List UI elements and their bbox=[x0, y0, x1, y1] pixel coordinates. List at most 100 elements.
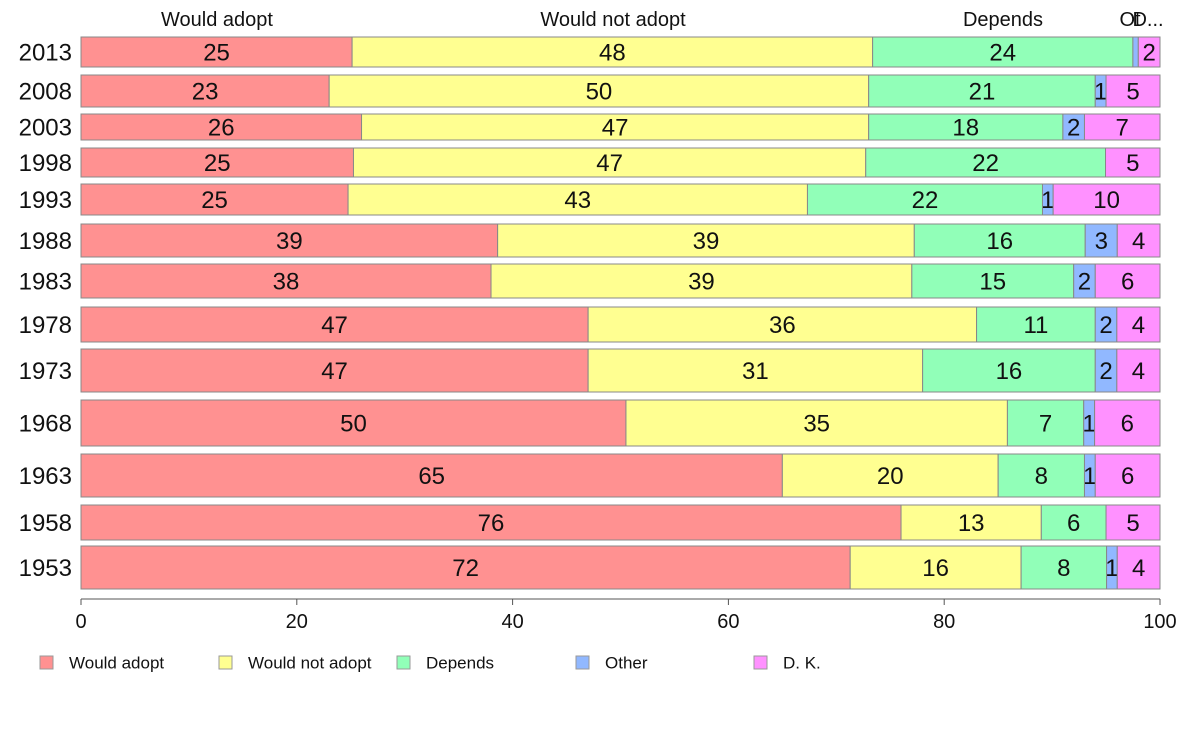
legend: Would adopt Would not adopt Depends Other D.… bbox=[39, 654, 821, 673]
x-tick-label-80: 80 bbox=[933, 611, 955, 633]
data-label-other-1993: 1 bbox=[1041, 187, 1054, 214]
bar-would-adopt-2003 bbox=[80, 113, 363, 141]
data-label-depends-2013: 24 bbox=[989, 40, 1016, 67]
legend-item-depends: Depends bbox=[396, 654, 494, 673]
data-label-would-not-adopt-1968: 35 bbox=[803, 411, 830, 438]
data-label-other-1968: 1 bbox=[1082, 411, 1095, 438]
bar-would-not-adopt-2008 bbox=[328, 74, 870, 108]
bar-depends-1978 bbox=[976, 306, 1096, 343]
data-label-would-adopt-1983: 38 bbox=[273, 269, 300, 296]
category-label-1983: 1983 bbox=[19, 269, 72, 296]
bar-d-k-1993 bbox=[1052, 183, 1161, 216]
category-label-1998: 1998 bbox=[19, 150, 72, 177]
data-label-would-adopt-1963: 65 bbox=[418, 463, 445, 490]
data-label-depends-1978: 11 bbox=[1023, 312, 1048, 339]
bar-d-k-2013 bbox=[1137, 36, 1161, 68]
bar-would-not-adopt-2013 bbox=[351, 36, 874, 68]
data-label-would-adopt-2008: 23 bbox=[192, 79, 219, 106]
bar-depends-2003 bbox=[868, 113, 1064, 141]
data-label-depends-1993: 22 bbox=[912, 187, 939, 214]
x-tick-label-20: 20 bbox=[286, 611, 308, 633]
data-label-other-1978: 2 bbox=[1099, 312, 1112, 339]
bar-d-k-1978 bbox=[1116, 306, 1161, 343]
data-label-other-1973: 2 bbox=[1099, 358, 1112, 385]
bar-would-not-adopt-1953 bbox=[849, 545, 1022, 590]
data-label-would-not-adopt-1958: 13 bbox=[958, 510, 985, 537]
legend-label-d-k: D. K. bbox=[783, 654, 821, 673]
bar-depends-1993 bbox=[806, 183, 1043, 216]
bar-d-k-1988 bbox=[1116, 223, 1161, 258]
bar-would-not-adopt-1983 bbox=[490, 263, 913, 299]
category-label-2013: 2013 bbox=[19, 40, 72, 67]
category-label-2003: 2003 bbox=[19, 115, 72, 142]
column-header-4: Ot bbox=[1119, 9, 1141, 31]
data-label-would-not-adopt-2013: 48 bbox=[599, 40, 626, 67]
bar-would-not-adopt-1988 bbox=[497, 223, 915, 258]
data-label-would-adopt-2013: 25 bbox=[203, 40, 230, 67]
data-label-would-adopt-1953: 72 bbox=[452, 555, 479, 582]
data-label-depends-1963: 8 bbox=[1035, 463, 1048, 490]
data-label-would-adopt-1958: 76 bbox=[478, 510, 505, 537]
data-label-depends-1988: 16 bbox=[986, 228, 1013, 255]
data-label-would-not-adopt-1973: 31 bbox=[742, 358, 769, 385]
data-label-would-adopt-1998: 25 bbox=[204, 150, 231, 177]
data-label-depends-1968: 7 bbox=[1039, 411, 1052, 438]
data-label-d-k-1983: 6 bbox=[1121, 269, 1134, 296]
data-label-depends-1958: 6 bbox=[1067, 510, 1080, 537]
bars: 25 48 24 223 50 21 1 526 47 18 2 725 47 22 525 43 22 1 103… bbox=[80, 36, 1161, 590]
data-label-would-not-adopt-1963: 20 bbox=[877, 463, 904, 490]
bar-would-adopt-1968 bbox=[80, 399, 627, 447]
legend-swatch-other bbox=[575, 655, 590, 670]
bar-d-k-1958 bbox=[1105, 504, 1161, 541]
legend-label-would-not-adopt: Would not adopt bbox=[248, 654, 372, 673]
data-label-d-k-1978: 4 bbox=[1132, 312, 1145, 339]
data-label-would-adopt-1968: 50 bbox=[340, 411, 367, 438]
data-label-d-k-2003: 7 bbox=[1116, 115, 1129, 142]
category-label-1993: 1993 bbox=[19, 187, 72, 214]
bar-depends-2008 bbox=[868, 74, 1096, 108]
bar-would-adopt-1983 bbox=[80, 263, 492, 299]
category-label-2008: 2008 bbox=[19, 79, 72, 106]
legend-swatch-depends bbox=[396, 655, 411, 670]
category-label-1953: 1953 bbox=[19, 555, 72, 582]
bar-would-adopt-1998 bbox=[80, 147, 354, 178]
data-label-would-not-adopt-2008: 50 bbox=[586, 79, 613, 106]
bar-d-k-2003 bbox=[1083, 113, 1161, 141]
data-label-would-not-adopt-1988: 39 bbox=[693, 228, 720, 255]
column-header-3: Depends bbox=[963, 9, 1043, 31]
bar-would-adopt-1993 bbox=[80, 183, 349, 216]
data-label-would-not-adopt-2003: 47 bbox=[602, 115, 629, 142]
bar-depends-1963 bbox=[997, 453, 1085, 498]
bar-other-2013 bbox=[1132, 36, 1139, 68]
category-label-1973: 1973 bbox=[19, 358, 72, 385]
column-header-5: D... bbox=[1132, 9, 1163, 31]
bar-would-adopt-1973 bbox=[80, 348, 589, 393]
data-label-depends-1998: 22 bbox=[972, 150, 999, 177]
bar-depends-1988 bbox=[913, 223, 1086, 258]
bar-other-1988 bbox=[1084, 223, 1118, 258]
legend-label-other: Other bbox=[605, 654, 648, 673]
data-label-other-1963: 1 bbox=[1083, 463, 1096, 490]
x-tick-label-0: 0 bbox=[75, 611, 86, 633]
data-label-other-1988: 3 bbox=[1095, 228, 1108, 255]
data-label-d-k-1973: 4 bbox=[1132, 358, 1145, 385]
legend-item-would-not-adopt: Would not adopt bbox=[218, 654, 372, 673]
legend-item-d-k: D. K. bbox=[753, 654, 821, 673]
bar-would-adopt-1958 bbox=[80, 504, 902, 541]
bar-would-not-adopt-1973 bbox=[587, 348, 924, 393]
legend-swatch-would-not-adopt bbox=[218, 655, 233, 670]
legend-swatch-d-k bbox=[753, 655, 768, 670]
category-labels: 2013 2008 2003 1998 1993 1988 1983 1978 1973 1968… bbox=[19, 40, 72, 583]
data-label-d-k-1998: 5 bbox=[1126, 150, 1139, 177]
data-label-other-1983: 2 bbox=[1078, 269, 1091, 296]
data-label-d-k-2013: 2 bbox=[1142, 40, 1155, 67]
bar-would-adopt-2008 bbox=[80, 74, 330, 108]
data-label-d-k-1963: 6 bbox=[1121, 463, 1134, 490]
bar-d-k-1953 bbox=[1116, 545, 1161, 590]
data-label-d-k-1953: 4 bbox=[1132, 555, 1145, 582]
bar-would-adopt-1988 bbox=[80, 223, 499, 258]
legend-label-would-adopt: Would adopt bbox=[69, 654, 164, 673]
bar-depends-1968 bbox=[1006, 399, 1085, 447]
bar-would-not-adopt-1958 bbox=[900, 504, 1042, 541]
